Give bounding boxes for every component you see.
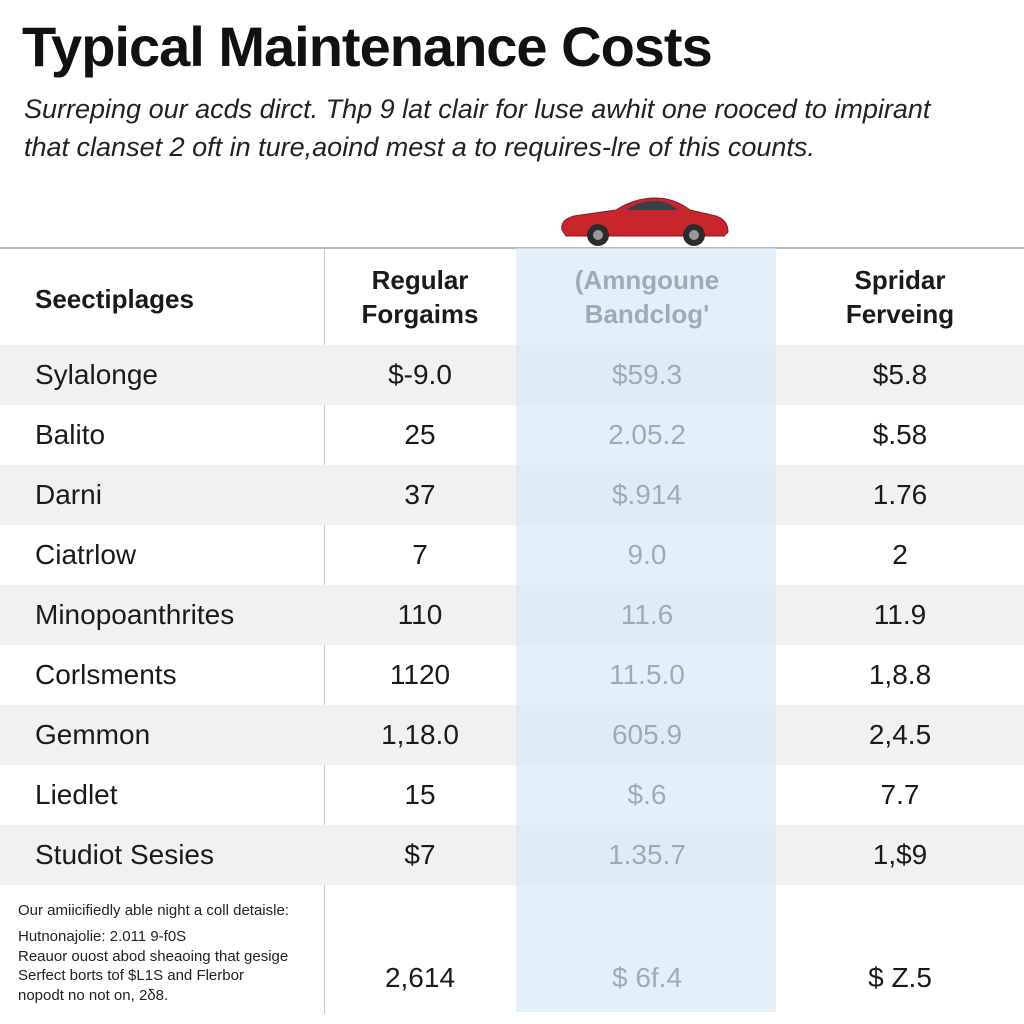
row-stripe bbox=[0, 585, 1024, 645]
row-label: Balito bbox=[35, 419, 106, 450]
cell: 7.7 bbox=[880, 779, 920, 810]
subtitle: that clanset 2 oft in ture,aoind mest a … bbox=[24, 132, 815, 162]
footnote: Hutnonajolie: 2.011 9-f0S bbox=[18, 928, 187, 945]
highlight-column bbox=[516, 248, 776, 1012]
cell: $7 bbox=[404, 839, 436, 870]
cell: 11.9 bbox=[873, 599, 927, 630]
column-header: Regular bbox=[371, 265, 469, 295]
row-stripe bbox=[0, 465, 1024, 525]
row-label: Corlsments bbox=[35, 659, 177, 690]
cell: 1,8.8 bbox=[868, 659, 932, 690]
row-label: Gemmon bbox=[35, 719, 151, 750]
divider bbox=[0, 247, 1024, 249]
row-label: Studiot Sesies bbox=[35, 839, 214, 870]
footer-value: 2,614 bbox=[384, 962, 456, 993]
cell: 15 bbox=[404, 779, 436, 810]
car-icon bbox=[561, 197, 729, 246]
subtitle: Surreping our acds dirct. Thp 9 lat clai… bbox=[24, 94, 931, 124]
cell: $-9.0 bbox=[388, 359, 452, 390]
cell: 110 bbox=[397, 599, 443, 630]
cell: 37 bbox=[404, 479, 436, 510]
cell: 1,$9 bbox=[872, 839, 928, 870]
footer-value: $ Z.5 bbox=[868, 962, 932, 993]
footnote: nopodt no not on, 2δ8. bbox=[18, 986, 169, 1004]
cell: $5.8 bbox=[872, 359, 928, 390]
title: Typical Maintenance Costs bbox=[22, 15, 713, 78]
footnote: Serfect borts tof $L1S and Flerbor bbox=[18, 967, 244, 984]
row-label: Sylalonge bbox=[35, 359, 158, 390]
cell: 7 bbox=[412, 539, 428, 570]
cell: 2,4.5 bbox=[868, 719, 932, 750]
row-label: Ciatrlow bbox=[35, 539, 137, 570]
cell: 1.76 bbox=[872, 479, 928, 510]
row-label: Minopoanthrites bbox=[35, 599, 235, 630]
footnote: Reauor ouost abod sheaoing that gesige bbox=[18, 947, 289, 965]
column-header: Seectiplages bbox=[35, 284, 194, 314]
row-label: Liedlet bbox=[35, 779, 118, 810]
cell: 25 bbox=[404, 419, 436, 450]
footnote: Our amiicifiedly able night a coll detai… bbox=[18, 902, 289, 919]
cell: $.58 bbox=[872, 419, 928, 450]
row-label: Darni bbox=[35, 479, 102, 510]
cell: 1120 bbox=[389, 659, 451, 690]
column-header: Forgaims bbox=[361, 299, 479, 329]
row-stripe bbox=[0, 345, 1024, 405]
row-stripe bbox=[0, 825, 1024, 885]
cell: 2 bbox=[892, 539, 908, 570]
column-header: Spridar bbox=[854, 265, 946, 295]
row-stripe bbox=[0, 705, 1024, 765]
column-header: Ferveing bbox=[845, 299, 955, 329]
cell: 1,18.0 bbox=[381, 719, 459, 750]
